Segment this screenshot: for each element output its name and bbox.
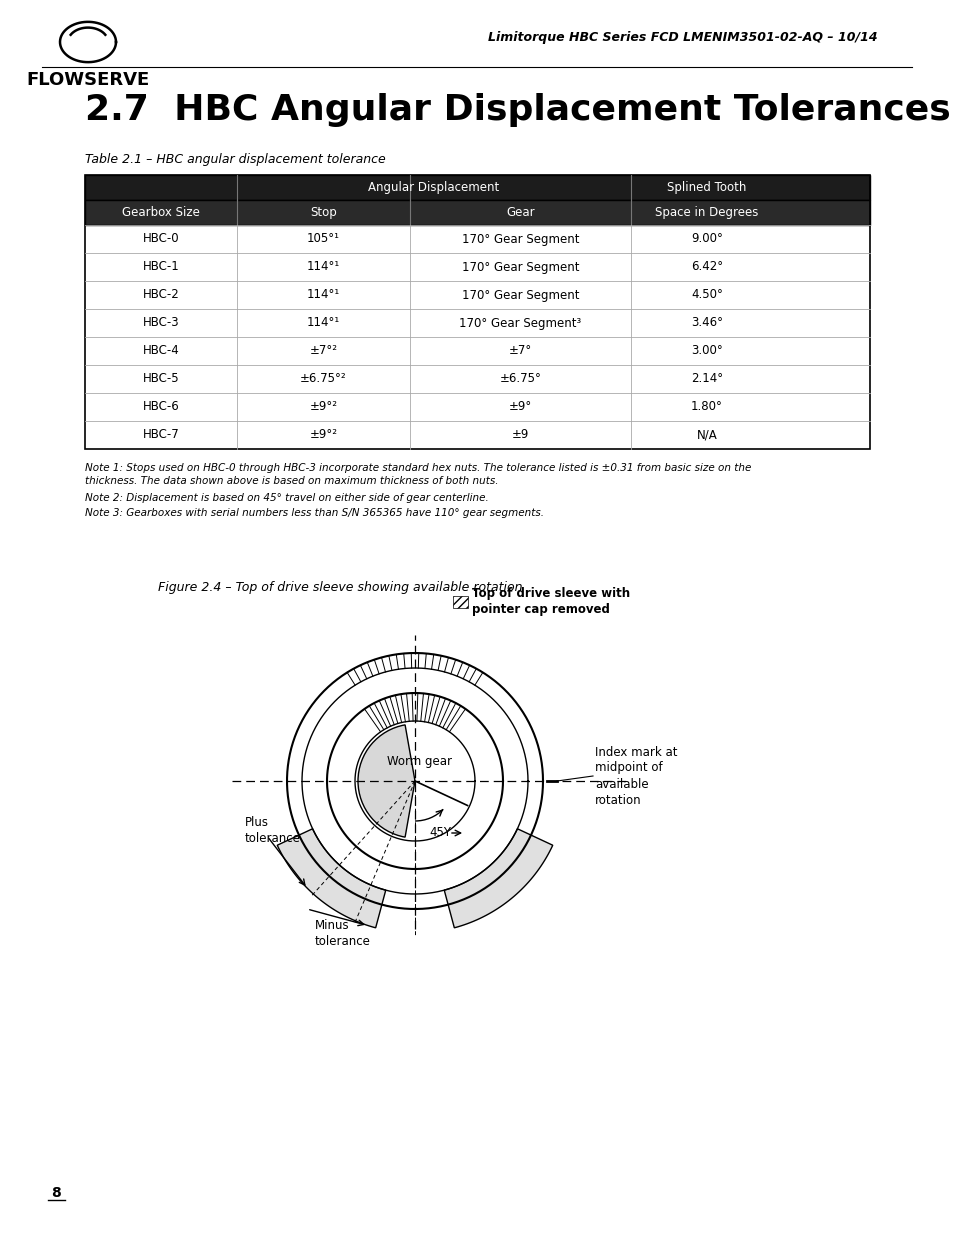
Text: thickness. The data shown above is based on maximum thickness of both nuts.: thickness. The data shown above is based… — [85, 475, 498, 487]
Text: 105°¹: 105°¹ — [307, 232, 339, 246]
Text: 45Y: 45Y — [429, 826, 451, 840]
Text: 4.50°: 4.50° — [690, 289, 722, 301]
Text: Angular Displacement: Angular Displacement — [368, 182, 499, 194]
Text: 170° Gear Segment: 170° Gear Segment — [461, 261, 578, 273]
Bar — [85, 175, 869, 200]
Text: Note 3: Gearboxes with serial numbers less than S/N 365365 have 110° gear segmen: Note 3: Gearboxes with serial numbers le… — [85, 508, 543, 517]
Text: 170° Gear Segment: 170° Gear Segment — [461, 289, 578, 301]
Text: ±9°: ±9° — [508, 400, 532, 414]
Text: Limitorque HBC Series FCD LMENIM3501-02-AQ – 10/14: Limitorque HBC Series FCD LMENIM3501-02-… — [488, 31, 877, 43]
Text: N/A: N/A — [696, 429, 717, 441]
Text: Gearbox Size: Gearbox Size — [122, 206, 200, 219]
Text: Worm gear: Worm gear — [387, 755, 452, 767]
Text: ±9°²: ±9°² — [309, 400, 337, 414]
Text: 1.80°: 1.80° — [690, 400, 722, 414]
Text: Note 1: Stops used on HBC-0 through HBC-3 incorporate standard hex nuts. The tol: Note 1: Stops used on HBC-0 through HBC-… — [85, 463, 751, 473]
Text: Space in Degrees: Space in Degrees — [655, 206, 758, 219]
Text: HBC-2: HBC-2 — [143, 289, 179, 301]
Text: 114°¹: 114°¹ — [307, 261, 340, 273]
Text: ±6.75°²: ±6.75°² — [300, 373, 347, 385]
Text: Stop: Stop — [310, 206, 336, 219]
Text: Splined Tooth: Splined Tooth — [666, 182, 746, 194]
Text: Top of drive sleeve with
pointer cap removed: Top of drive sleeve with pointer cap rem… — [472, 588, 630, 616]
Text: 114°¹: 114°¹ — [307, 289, 340, 301]
Text: 114°¹: 114°¹ — [307, 316, 340, 330]
Text: ±7°²: ±7°² — [309, 345, 337, 357]
Text: 6.42°: 6.42° — [690, 261, 722, 273]
Text: 170° Gear Segment: 170° Gear Segment — [461, 232, 578, 246]
Wedge shape — [357, 725, 415, 837]
Text: HBC-4: HBC-4 — [143, 345, 179, 357]
Text: 8: 8 — [51, 1186, 61, 1200]
Text: Figure 2.4 – Top of drive sleeve showing available rotation: Figure 2.4 – Top of drive sleeve showing… — [158, 580, 522, 594]
Bar — [85, 175, 869, 450]
Text: 9.00°: 9.00° — [690, 232, 722, 246]
Text: ±6.75°: ±6.75° — [499, 373, 541, 385]
Text: HBC-6: HBC-6 — [143, 400, 179, 414]
Text: HBC-1: HBC-1 — [143, 261, 179, 273]
Text: HBC-3: HBC-3 — [143, 316, 179, 330]
Text: HBC-0: HBC-0 — [143, 232, 179, 246]
Text: Index mark at
midpoint of
available
rotation: Index mark at midpoint of available rota… — [595, 746, 677, 806]
Bar — [453, 597, 468, 608]
Text: Note 2: Displacement is based on 45° travel on either side of gear centerline.: Note 2: Displacement is based on 45° tra… — [85, 493, 488, 503]
Text: ±9°²: ±9°² — [309, 429, 337, 441]
Text: FLOWSERVE: FLOWSERVE — [27, 70, 150, 89]
Text: Gear: Gear — [506, 206, 535, 219]
Text: ±7°: ±7° — [508, 345, 532, 357]
Text: HBC-7: HBC-7 — [143, 429, 179, 441]
Text: ±9: ±9 — [511, 429, 529, 441]
Text: Plus
tolerance: Plus tolerance — [245, 816, 300, 846]
Text: Table 2.1 – HBC angular displacement tolerance: Table 2.1 – HBC angular displacement tol… — [85, 152, 385, 165]
Text: 2.14°: 2.14° — [690, 373, 722, 385]
Text: Minus
tolerance: Minus tolerance — [314, 919, 371, 948]
Text: 2.7  HBC Angular Displacement Tolerances: 2.7 HBC Angular Displacement Tolerances — [85, 93, 950, 127]
Text: 3.00°: 3.00° — [690, 345, 722, 357]
Polygon shape — [277, 829, 385, 927]
Text: HBC-5: HBC-5 — [143, 373, 179, 385]
Polygon shape — [444, 829, 552, 927]
Bar — [85, 200, 869, 225]
Text: 170° Gear Segment³: 170° Gear Segment³ — [459, 316, 581, 330]
Text: 3.46°: 3.46° — [690, 316, 722, 330]
